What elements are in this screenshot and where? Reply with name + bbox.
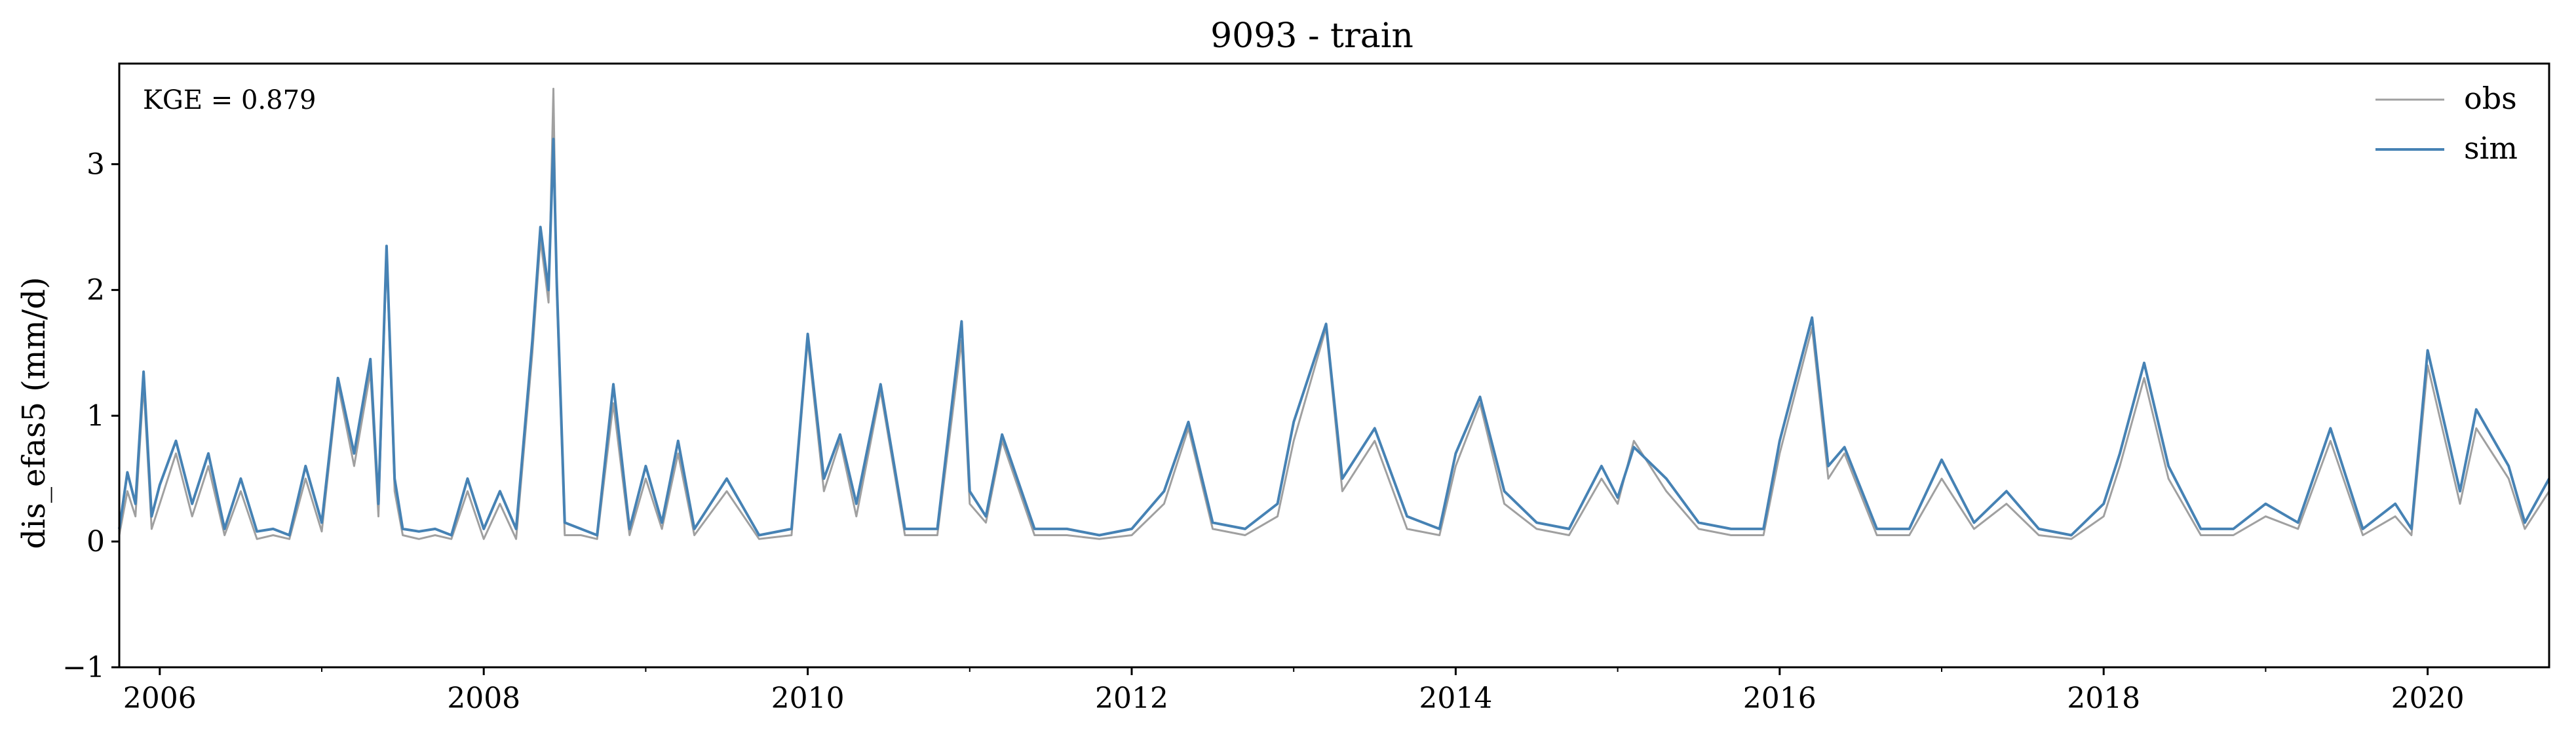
y-tick-label: 3 — [87, 148, 105, 182]
series-layer — [118, 87, 2550, 540]
plot-area — [118, 62, 2550, 669]
y-tick-label: 1 — [87, 399, 105, 433]
y-tick-label: 2 — [87, 273, 105, 307]
kge-annotation: KGE = 0.879 — [143, 85, 317, 115]
legend-label-sim: sim — [2464, 130, 2518, 166]
x-tick-label: 2012 — [1095, 682, 1168, 715]
y-tick-label: −1 — [62, 651, 105, 684]
x-tick-label: 2008 — [447, 682, 520, 715]
x-tick-label: 2016 — [1743, 682, 1817, 715]
x-tick-label: 2006 — [123, 682, 197, 715]
y-axis: −1 0 1 2 3 — [62, 148, 119, 684]
x-axis: 2006 2008 2010 2012 2014 2016 2018 2020 — [123, 667, 2465, 715]
series-line-obs — [118, 87, 2550, 540]
y-tick-label: 0 — [87, 525, 105, 558]
legend-label-obs: obs — [2464, 81, 2517, 116]
plot-frame — [118, 62, 2550, 669]
y-axis-label: dis_efas5 (mm/d) — [16, 277, 52, 549]
x-tick-label: 2010 — [771, 682, 845, 715]
x-tick-label: 2014 — [1419, 682, 1492, 715]
x-tick-label: 2018 — [2067, 682, 2140, 715]
series-line-sim — [118, 138, 2550, 537]
chart-title: 9093 - train — [1210, 16, 1413, 56]
x-tick-label: 2020 — [2391, 682, 2465, 715]
legend: obs sim — [2375, 81, 2518, 166]
